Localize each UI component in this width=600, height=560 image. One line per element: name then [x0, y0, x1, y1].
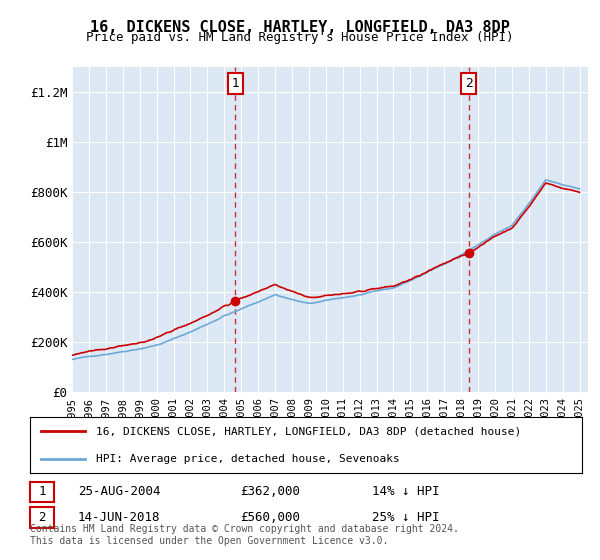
Text: Price paid vs. HM Land Registry's House Price Index (HPI): Price paid vs. HM Land Registry's House …	[86, 31, 514, 44]
Text: Contains HM Land Registry data © Crown copyright and database right 2024.
This d: Contains HM Land Registry data © Crown c…	[30, 524, 459, 546]
Text: 1: 1	[232, 77, 239, 90]
Text: 14-JUN-2018: 14-JUN-2018	[78, 511, 161, 524]
Text: 2: 2	[38, 511, 46, 524]
Text: 16, DICKENS CLOSE, HARTLEY, LONGFIELD, DA3 8DP (detached house): 16, DICKENS CLOSE, HARTLEY, LONGFIELD, D…	[96, 426, 521, 436]
Text: 25% ↓ HPI: 25% ↓ HPI	[372, 511, 439, 524]
Text: £560,000: £560,000	[240, 511, 300, 524]
Text: 14% ↓ HPI: 14% ↓ HPI	[372, 485, 439, 498]
Text: 2: 2	[465, 77, 473, 90]
Text: 16, DICKENS CLOSE, HARTLEY, LONGFIELD, DA3 8DP: 16, DICKENS CLOSE, HARTLEY, LONGFIELD, D…	[90, 20, 510, 35]
Text: £362,000: £362,000	[240, 485, 300, 498]
Text: 25-AUG-2004: 25-AUG-2004	[78, 485, 161, 498]
Text: HPI: Average price, detached house, Sevenoaks: HPI: Average price, detached house, Seve…	[96, 454, 400, 464]
Text: 1: 1	[38, 485, 46, 498]
